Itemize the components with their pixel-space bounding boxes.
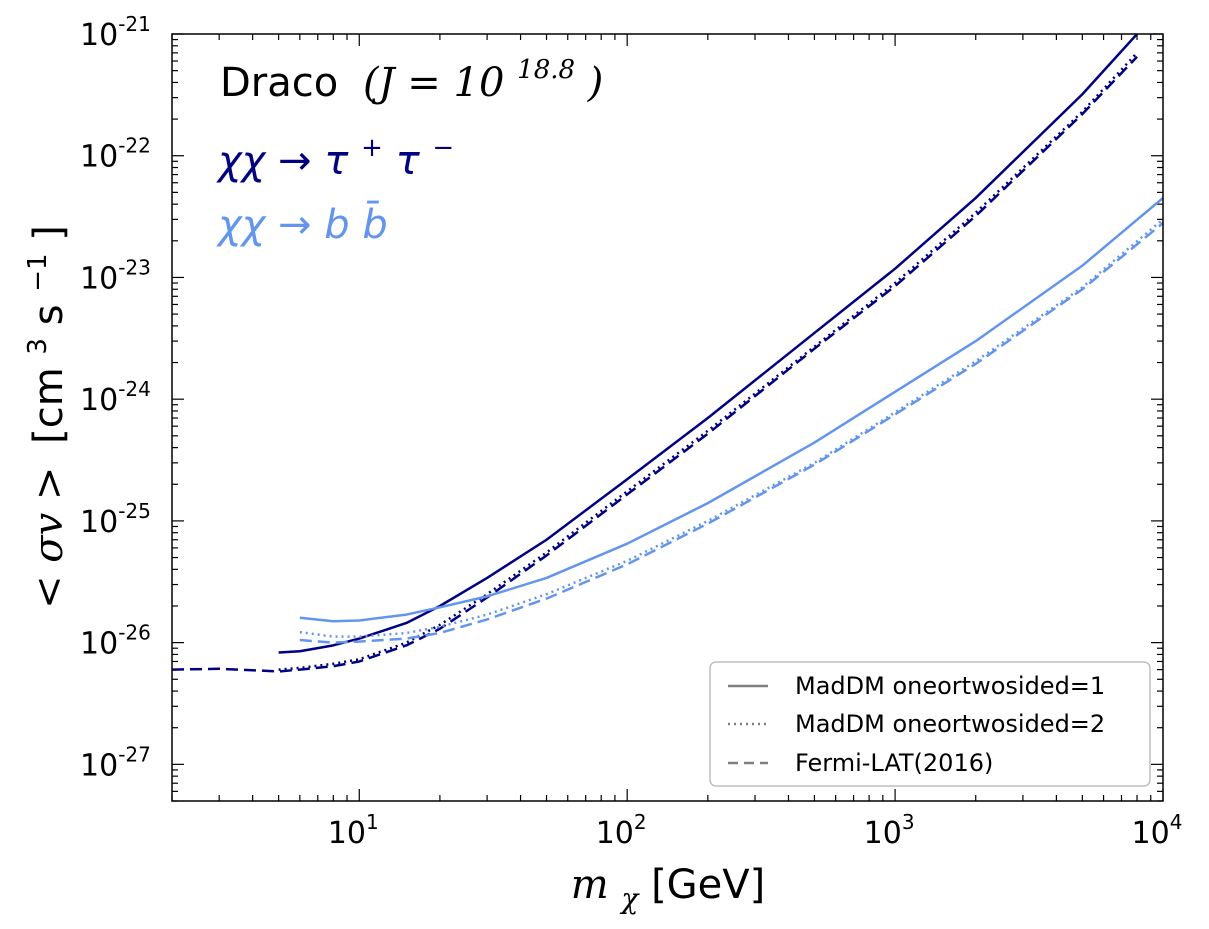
- y-tick-label: 10-27: [80, 742, 151, 783]
- x-axis-label: m χ [GeV]: [571, 862, 766, 918]
- bb-channel-base: χχ → b: [216, 202, 350, 248]
- minor-ticks: [171, 34, 1163, 802]
- draco-word: Draco: [220, 60, 338, 106]
- legend-label-solid: MadDM oneortwosided=1: [795, 672, 1105, 700]
- series-bb-dotted: [299, 218, 1163, 638]
- y-axis-label-s: s: [26, 304, 72, 325]
- annotation-draco: Draco (J = 10 18.8 ): [220, 42, 603, 106]
- y-axis-label-cm-exp: 3: [23, 338, 53, 355]
- x-tick-exp: 2: [634, 810, 647, 834]
- y-tick-exp: -26: [118, 621, 151, 645]
- plot-frame: [171, 33, 1164, 802]
- y-tick-base: 10: [80, 627, 118, 662]
- y-axis-label: < σv > [cm 3 s −1 ]: [10, 225, 72, 609]
- major-ticks: [172, 33, 1164, 801]
- series-bb-dashed: [299, 222, 1163, 644]
- y-tick-label: 10-24: [80, 377, 151, 418]
- y-tick-label: 10-25: [80, 499, 151, 540]
- x-tick-base: 10: [1132, 816, 1170, 851]
- draco-exponent: 18.8: [517, 55, 575, 85]
- y-tick-base: 10: [80, 18, 118, 53]
- y-tick-base: 10: [80, 261, 118, 296]
- y-axis-label-math: < σv >: [26, 467, 72, 609]
- x-tick-label: 102: [596, 810, 647, 851]
- y-tick-base: 10: [80, 505, 118, 540]
- x-tick-label: 104: [1132, 810, 1183, 851]
- x-tick-base: 10: [864, 816, 902, 851]
- tau-channel-base: χχ → τ: [216, 138, 349, 184]
- y-axis-label-s-exp: −1: [23, 253, 53, 291]
- series-tau-dotted: [278, 52, 1138, 671]
- legend-box: [709, 661, 1151, 787]
- y-tick-label: 10-22: [80, 134, 151, 175]
- tau-plus: +: [361, 133, 383, 163]
- x-tick-exp: 3: [902, 810, 915, 834]
- x-tick-exp: 4: [1170, 810, 1183, 834]
- draco-close: ): [587, 60, 604, 106]
- x-tick-label: 103: [864, 810, 915, 851]
- x-tick-labels: 101 102 103 104: [328, 810, 1183, 851]
- draco-math: (J = 10: [363, 60, 504, 106]
- y-tick-exp: -27: [118, 742, 151, 766]
- y-tick-exp: -22: [118, 134, 151, 158]
- annotation-tau-channel: χχ → τ + τ −: [216, 120, 454, 184]
- x-axis-label-math: m: [571, 862, 609, 908]
- x-axis-label-unit: [GeV]: [651, 862, 765, 908]
- y-tick-exp: -21: [118, 12, 151, 36]
- y-tick-base: 10: [80, 748, 118, 783]
- y-tick-label: 10-21: [80, 12, 151, 53]
- x-tick-exp: 1: [366, 810, 379, 834]
- x-tick-base: 10: [328, 816, 366, 851]
- x-axis-label-sub: χ: [619, 882, 640, 915]
- tau-second: τ: [396, 138, 421, 184]
- legend-label-dashed: Fermi-LAT(2016): [795, 749, 993, 777]
- series-bb-solid: [299, 196, 1163, 623]
- y-tick-base: 10: [80, 140, 118, 175]
- y-tick-base: 10: [80, 383, 118, 418]
- y-tick-label: 10-23: [80, 255, 151, 296]
- y-tick-label: 10-26: [80, 621, 151, 662]
- y-tick-exp: -24: [118, 377, 151, 401]
- annotation-bb-channel: χχ → b b̄: [216, 200, 388, 248]
- bb-bbar: b̄: [362, 200, 387, 248]
- x-tick-label: 101: [328, 810, 379, 851]
- y-axis-label-unit: [cm: [26, 367, 72, 444]
- y-tick-exp: -25: [118, 499, 151, 523]
- legend: MadDM oneortwosided=1 MadDM oneortwoside…: [709, 661, 1151, 787]
- tau-minus: −: [432, 133, 454, 163]
- y-axis-label-close: ]: [26, 225, 72, 241]
- legend-label-dotted: MadDM oneortwosided=2: [795, 710, 1105, 738]
- x-tick-base: 10: [596, 816, 634, 851]
- series-group: [172, 34, 1163, 673]
- y-tick-exp: -23: [118, 255, 151, 279]
